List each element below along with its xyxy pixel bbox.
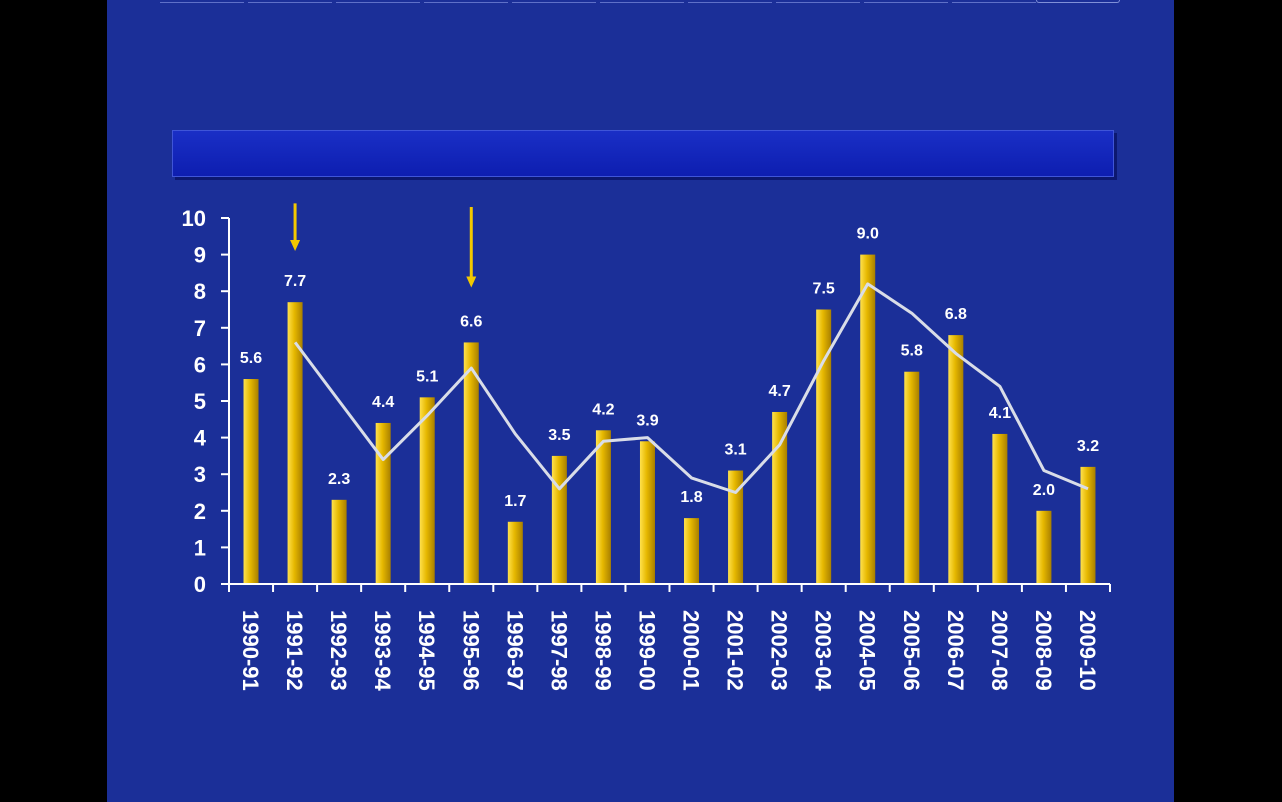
x-tick-label: 2004-05 xyxy=(855,610,880,691)
x-tick-label: 2009-10 xyxy=(1075,610,1100,691)
x-tick-label: 2002-03 xyxy=(767,610,792,691)
y-tick-label: 5 xyxy=(194,389,206,414)
bar-1999-00 xyxy=(639,441,655,584)
bar-1994-95 xyxy=(419,397,435,584)
bar-1991-92 xyxy=(287,302,303,584)
toolbar-tab[interactable] xyxy=(776,0,860,3)
data-label-2006-07: 6.8 xyxy=(945,306,967,323)
bar-1995-96 xyxy=(463,342,479,584)
annotations xyxy=(290,203,477,288)
toolbar-tab[interactable] xyxy=(688,0,772,3)
data-label-2003-04: 7.5 xyxy=(813,281,835,298)
data-label-1999-00: 3.9 xyxy=(636,412,658,429)
y-tick-label: 10 xyxy=(182,206,206,231)
data-label-2009-10: 3.2 xyxy=(1077,438,1099,455)
x-tick-label: 1996-97 xyxy=(502,610,527,691)
trend-line xyxy=(293,282,1089,494)
x-tick-label: 2000-01 xyxy=(679,610,704,691)
bar-1993-94 xyxy=(375,422,391,584)
y-tick-label: 0 xyxy=(194,572,206,597)
bar-2005-06 xyxy=(904,371,920,584)
x-tick-label: 2003-04 xyxy=(811,610,836,692)
toolbar-tab[interactable] xyxy=(424,0,508,3)
y-tick-label: 2 xyxy=(194,499,206,524)
y-tick-label: 9 xyxy=(194,243,206,268)
x-tick-label: 1991-92 xyxy=(282,610,307,691)
y-tick-label: 4 xyxy=(194,426,207,451)
data-label-2004-05: 9.0 xyxy=(857,226,879,243)
bar-2009-10 xyxy=(1080,466,1096,584)
x-tick-label: 2001-02 xyxy=(723,610,748,691)
data-label-1997-98: 3.5 xyxy=(548,427,570,444)
data-label-1996-97: 1.7 xyxy=(504,493,526,510)
arrow-down-icon xyxy=(290,203,301,251)
bar-1990-91 xyxy=(243,379,259,584)
data-label-1994-95: 5.1 xyxy=(416,368,438,385)
line-series xyxy=(293,282,1089,494)
data-label-1991-92: 7.7 xyxy=(284,273,306,290)
arrow-down-icon xyxy=(466,207,477,288)
data-label-2005-06: 5.8 xyxy=(901,343,923,360)
x-tick-label: 1993-94 xyxy=(370,610,395,692)
x-tick-label: 1995-96 xyxy=(458,610,483,691)
bar-2003-04 xyxy=(816,309,832,584)
bar-2008-09 xyxy=(1036,510,1052,584)
toolbar-tab[interactable] xyxy=(248,0,332,3)
x-tick-label: 1992-93 xyxy=(326,610,351,691)
toolbar-tab[interactable] xyxy=(952,0,1036,3)
x-tick-label: 2007-08 xyxy=(987,610,1012,691)
data-label-2007-08: 4.1 xyxy=(989,405,1011,422)
bar-2006-07 xyxy=(948,335,964,584)
data-label-1995-96: 6.6 xyxy=(460,313,482,330)
data-label-1990-91: 5.6 xyxy=(240,350,262,367)
data-label-2001-02: 3.1 xyxy=(724,442,746,459)
x-tick-label: 1994-95 xyxy=(414,610,439,691)
data-labels: 5.6 7.7 2.3 4.4 5.1 6.6 1.7 3.5 4.2 3.9 1.8 3.1 4.7 7… xyxy=(240,226,1099,510)
x-tick-label: 1990-91 xyxy=(238,610,263,691)
y-tick-label: 1 xyxy=(194,535,206,560)
toolbar-tab-strip xyxy=(160,0,1122,3)
toolbar-tab[interactable] xyxy=(160,0,244,3)
x-tick-label: 1997-98 xyxy=(546,610,571,691)
x-tick-label: 1998-99 xyxy=(590,610,615,691)
x-tick-label: 2005-06 xyxy=(899,610,924,691)
bar-2007-08 xyxy=(992,433,1008,584)
bar-1998-99 xyxy=(595,430,611,584)
bar-1997-98 xyxy=(551,455,567,584)
y-tick-label: 3 xyxy=(194,462,206,487)
toolbar-tab[interactable] xyxy=(1036,0,1120,3)
toolbar-tab[interactable] xyxy=(864,0,948,3)
y-tick-label: 7 xyxy=(194,316,206,341)
axes: 0 1 2 3 4 5 6 7 8 9 10 1990-91 1991-92 1992-93 1993-94… xyxy=(182,206,1111,692)
toolbar-tab[interactable] xyxy=(336,0,420,3)
bar-2001-02 xyxy=(728,470,744,584)
data-label-2000-01: 1.8 xyxy=(680,489,702,506)
bar-2004-05 xyxy=(860,254,876,584)
data-label-1998-99: 4.2 xyxy=(592,401,614,418)
bar-1996-97 xyxy=(507,521,523,584)
x-tick-label: 2006-07 xyxy=(943,610,968,691)
data-label-1992-93: 2.3 xyxy=(328,471,350,488)
bar-1992-93 xyxy=(331,499,347,584)
data-label-2002-03: 4.7 xyxy=(769,383,791,400)
data-label-2008-09: 2.0 xyxy=(1033,482,1055,499)
x-tick-label: 2008-09 xyxy=(1031,610,1056,691)
toolbar-tab[interactable] xyxy=(512,0,596,3)
toolbar-tab[interactable] xyxy=(600,0,684,3)
bar-2002-03 xyxy=(772,411,788,584)
y-tick-label: 6 xyxy=(194,352,206,377)
title-bar xyxy=(172,130,1114,177)
y-tick-label: 8 xyxy=(194,279,206,304)
bar-series xyxy=(243,254,1096,584)
bar-2000-01 xyxy=(684,518,700,584)
data-label-1993-94: 4.4 xyxy=(372,394,394,411)
x-tick-label: 1999-00 xyxy=(634,610,659,691)
